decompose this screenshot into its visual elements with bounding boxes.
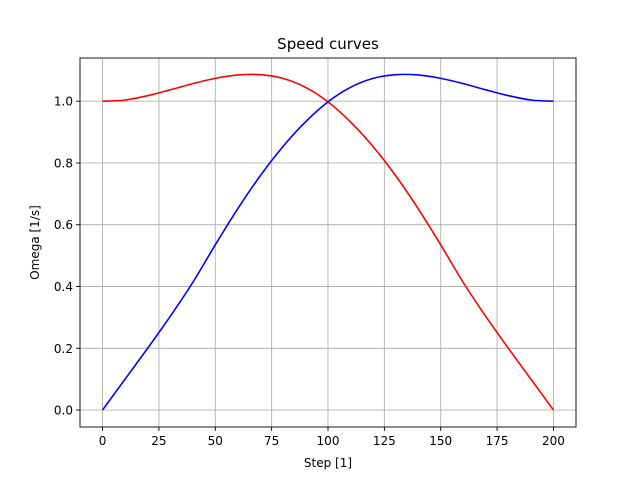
x-axis-ticks: 0 25 50 75 100 125 150 175 200 xyxy=(99,427,565,448)
x-axis-label: Step [1] xyxy=(304,456,352,470)
x-tick-label: 100 xyxy=(317,434,340,448)
series-lines xyxy=(101,73,555,411)
y-tick-label: 0.2 xyxy=(54,342,73,356)
series-line-2 xyxy=(101,73,554,411)
x-tick-label: 75 xyxy=(264,434,279,448)
y-tick-label: 0.8 xyxy=(54,156,73,170)
y-axis-ticks: 0.0 0.2 0.4 0.6 0.8 1.0 xyxy=(54,95,80,418)
y-tick-label: 0.6 xyxy=(54,218,73,232)
y-axis-label: Omega [1/s] xyxy=(28,205,42,280)
x-tick-label: 25 xyxy=(151,434,166,448)
grid xyxy=(80,58,576,427)
x-tick-label: 150 xyxy=(429,434,452,448)
x-tick-label: 0 xyxy=(99,434,107,448)
x-tick-label: 125 xyxy=(373,434,396,448)
chart-title: Speed curves xyxy=(277,35,379,53)
x-tick-label: 200 xyxy=(542,434,565,448)
y-tick-label: 1.0 xyxy=(54,95,73,109)
y-tick-label: 0.0 xyxy=(54,404,73,418)
x-tick-label: 50 xyxy=(208,434,223,448)
y-tick-label: 0.4 xyxy=(54,280,73,294)
x-tick-label: 175 xyxy=(486,434,509,448)
